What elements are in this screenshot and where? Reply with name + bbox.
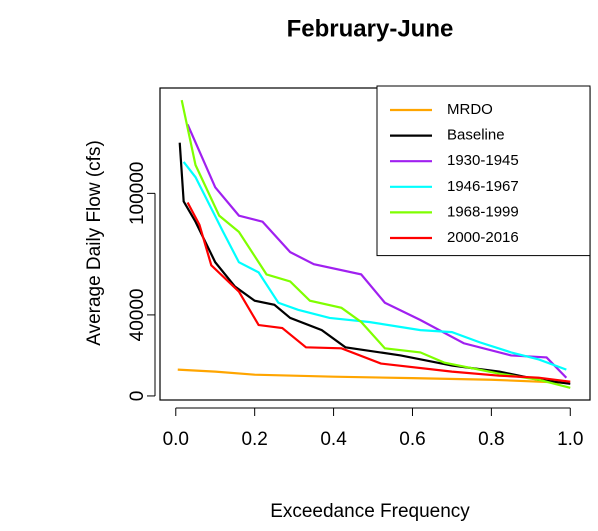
series-line xyxy=(186,201,571,383)
legend-label: 1930-1945 xyxy=(447,152,519,169)
y-tick-label: 0 xyxy=(127,391,148,402)
legend-label: 2000-2016 xyxy=(447,229,519,246)
x-tick-label: 0.6 xyxy=(399,429,425,450)
y-tick-label: 40000 xyxy=(127,288,148,341)
x-tick-label: 0.4 xyxy=(320,429,347,450)
y-axis-label: Average Daily Flow (cfs) xyxy=(84,140,105,346)
x-axis-label: Exceedance Frequency xyxy=(270,501,470,522)
x-tick-label: 1.0 xyxy=(557,429,583,450)
series-line xyxy=(182,161,567,371)
x-tick-label: 0.2 xyxy=(241,429,267,450)
legend-label: 1968-1999 xyxy=(447,203,519,220)
series-line xyxy=(180,99,571,389)
chart-title: February-June xyxy=(287,15,454,42)
legend-label: Baseline xyxy=(447,127,505,144)
legend-label: 1946-1967 xyxy=(447,178,519,195)
legend-label: MRDO xyxy=(447,101,493,118)
legend-box xyxy=(376,85,591,257)
series-line xyxy=(177,368,567,384)
x-tick-label: 0.8 xyxy=(478,429,504,450)
x-tick-label: 0.0 xyxy=(163,429,189,450)
y-tick-label: 100000 xyxy=(127,162,148,225)
series-line xyxy=(186,124,568,379)
